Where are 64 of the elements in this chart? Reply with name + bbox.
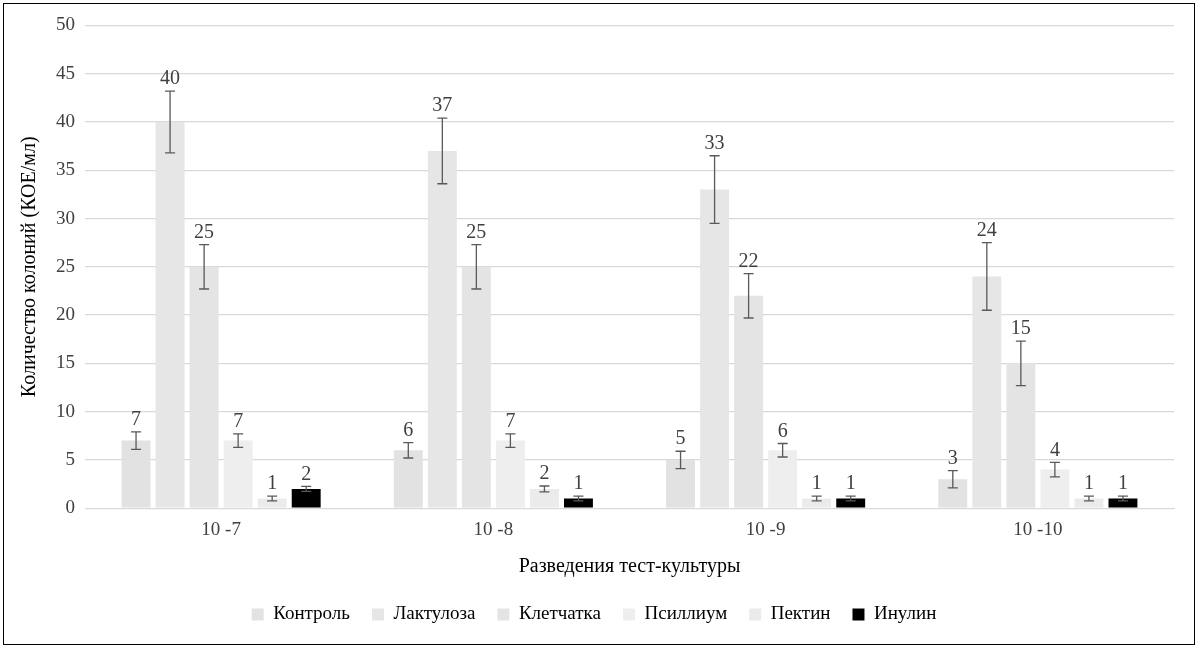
data-label: 2: [301, 461, 312, 484]
bar: [563, 498, 593, 508]
bar: [223, 440, 253, 508]
y-tick-label: 40: [56, 109, 75, 131]
bar: [700, 189, 730, 508]
data-label: 15: [1010, 316, 1031, 339]
data-label: 22: [738, 248, 759, 271]
y-axis-title: Количество колоний (КОЕ/мл): [17, 136, 41, 398]
data-label: 6: [777, 418, 788, 441]
data-label: 5: [675, 426, 686, 449]
bar: [802, 498, 832, 508]
y-tick-label: 0: [65, 496, 75, 518]
y-tick-label: 10: [56, 399, 75, 421]
bar: [1040, 469, 1070, 508]
bar: [1074, 498, 1104, 508]
bar: [155, 121, 185, 508]
data-label: 1: [573, 471, 584, 494]
bar: [495, 440, 525, 508]
bar: [1108, 498, 1138, 508]
x-tick-label: 10 -10: [1013, 517, 1063, 539]
bar: [768, 450, 798, 508]
bar: [529, 488, 559, 508]
data-label: 1: [845, 471, 856, 494]
legend-label: Лактулоза: [393, 602, 476, 624]
data-label: 3: [947, 445, 958, 468]
data-label: 25: [194, 219, 215, 242]
data-label: 37: [432, 93, 453, 116]
y-tick-label: 45: [56, 61, 75, 83]
legend-label: Контроль: [273, 602, 351, 624]
data-label: 2: [539, 461, 550, 484]
bar: [291, 488, 321, 508]
x-axis-title: Разведения тест-культуры: [518, 554, 741, 578]
x-tick-label: 10 -8: [473, 517, 514, 539]
data-label: 24: [976, 217, 997, 240]
bar: [972, 276, 1002, 508]
y-tick-label: 35: [56, 158, 75, 180]
data-label: 1: [1083, 471, 1094, 494]
x-tick-label: 10 -7: [201, 517, 241, 539]
legend-label: Инулин: [873, 602, 937, 624]
data-label: 6: [403, 417, 414, 440]
y-tick-label: 5: [65, 447, 75, 469]
y-tick-label: 50: [56, 13, 75, 35]
data-label: 1: [1117, 471, 1128, 494]
y-tick-label: 25: [56, 254, 75, 276]
data-label: 7: [233, 409, 244, 432]
data-label: 25: [466, 219, 487, 242]
data-label: 1: [811, 471, 822, 494]
bar: [427, 150, 457, 508]
data-label: 7: [505, 409, 516, 432]
data-label: 40: [160, 66, 181, 89]
legend-label: Псиллиум: [644, 602, 728, 624]
x-tick-label: 10 -9: [745, 517, 786, 539]
data-label: 33: [704, 131, 725, 154]
legend-label: Пектин: [770, 602, 831, 624]
legend-label: Клетчатка: [518, 602, 602, 624]
bar: [836, 498, 866, 508]
bar: [938, 479, 968, 508]
y-tick-label: 30: [56, 206, 75, 228]
bar: [257, 498, 287, 508]
data-label: 7: [131, 407, 142, 430]
y-tick-label: 15: [56, 351, 75, 373]
data-label: 4: [1049, 437, 1060, 460]
y-tick-label: 20: [56, 303, 75, 325]
data-label: 1: [267, 471, 278, 494]
